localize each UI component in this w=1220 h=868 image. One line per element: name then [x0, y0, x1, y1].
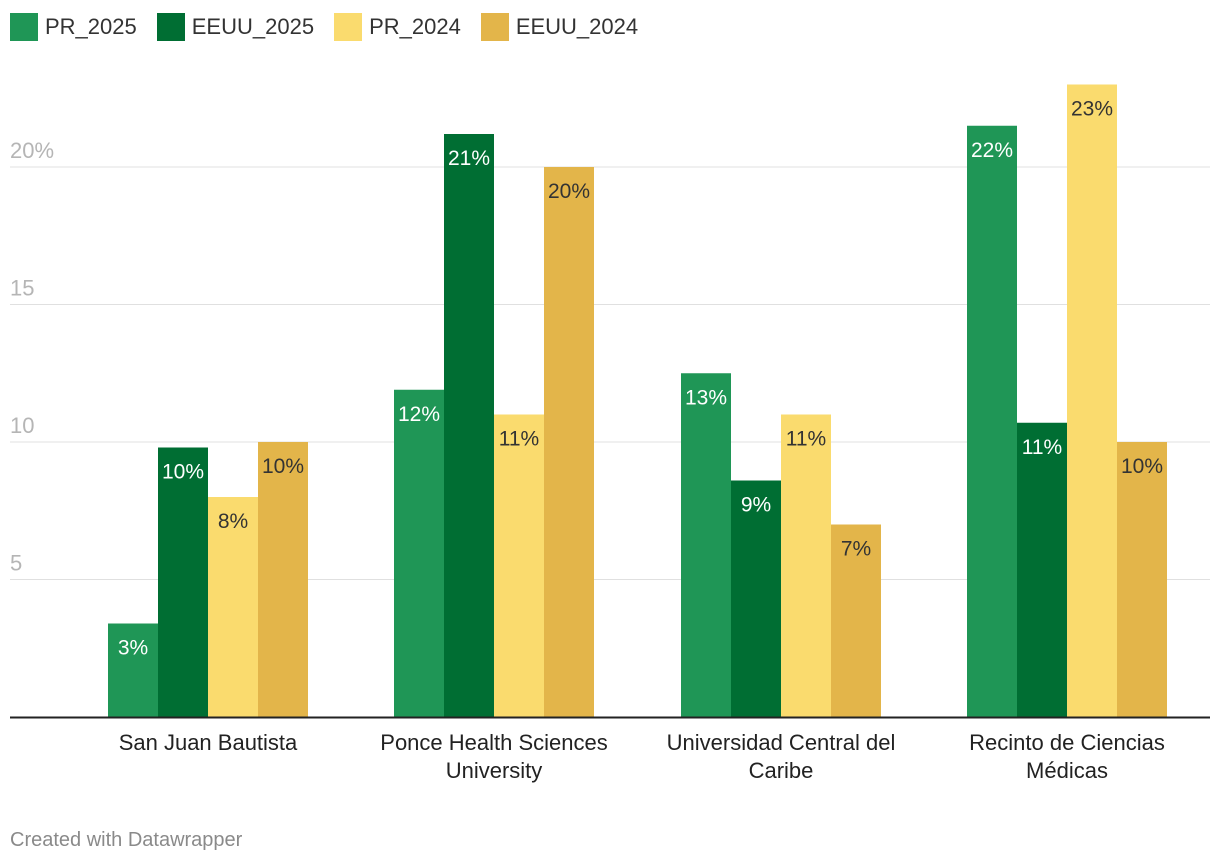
bar-pr-2025 [967, 125, 1017, 717]
bar-value-label: 11% [786, 428, 826, 451]
bar-value-label: 11% [499, 428, 539, 451]
x-category-label: Ponce Health Sciences University [380, 730, 607, 783]
bar-value-label: 13% [685, 386, 727, 409]
legend-label: EEUU_2025 [191, 14, 315, 39]
x-category-label-line: Ponce Health Sciences [380, 730, 607, 755]
x-category-label-line: Médicas [1026, 758, 1108, 783]
bar-pr-2024 [208, 497, 258, 717]
legend-swatch [156, 13, 185, 41]
bar-value-label: 20% [548, 180, 590, 203]
legend-label: EEUU_2024 [515, 14, 639, 39]
legend-label: PR_2025 [45, 14, 137, 39]
bar-value-label: 7% [841, 538, 871, 561]
bar-value-label: 3% [118, 637, 148, 660]
x-category-label-line: Caribe [749, 758, 814, 783]
y-tick-label: 15 [10, 276, 34, 301]
x-category-label: San Juan Bautista [119, 730, 298, 755]
bar-eeuu-2024 [1117, 442, 1167, 717]
bar-value-label: 12% [398, 403, 440, 426]
bars [108, 84, 1167, 717]
footer-credit: Created with Datawrapper [10, 829, 243, 851]
legend-item-eeuu-2024: EEUU_2024 [480, 13, 639, 41]
x-axis: San Juan Bautista Ponce Health Sciences Un… [10, 716, 1210, 783]
x-category-label: Universidad Central del Caribe [667, 730, 896, 783]
bar-eeuu-2025 [731, 480, 781, 717]
bar-value-label: 21% [448, 147, 490, 170]
legend-swatch [480, 13, 509, 41]
data-labels: 3% 10% 8% 10% 12% 21% 11% 20% 13% 9% 11% 7% 22% 11% 23… [118, 98, 1163, 660]
bar-pr-2024 [494, 414, 544, 717]
bar-pr-2025 [108, 623, 158, 717]
legend-swatch [10, 13, 38, 41]
legend-label: PR_2024 [369, 14, 461, 39]
legend-item-eeuu-2025: EEUU_2025 [156, 13, 315, 41]
bar-eeuu-2024 [544, 167, 594, 717]
x-category-label: Recinto de Ciencias Médicas [969, 730, 1165, 783]
x-category-label-line: Recinto de Ciencias [969, 730, 1165, 755]
bar-value-label: 9% [741, 494, 771, 517]
x-category-label-line: San Juan Bautista [119, 730, 298, 755]
x-category-label-line: Universidad Central del [667, 730, 896, 755]
bar-pr-2025 [681, 373, 731, 717]
bar-eeuu-2025 [158, 447, 208, 717]
bar-eeuu-2024 [258, 442, 308, 717]
bar-eeuu-2025 [1017, 422, 1067, 717]
bar-pr-2024 [1067, 84, 1117, 717]
y-tick-label: 5 [10, 551, 22, 576]
x-category-label-line: University [446, 758, 543, 783]
legend-item-pr-2025: PR_2025 [10, 13, 137, 41]
bar-value-label: 10% [1121, 455, 1163, 478]
legend: PR_2025 EEUU_2025 PR_2024 EEUU_2024 [10, 10, 638, 44]
bar-pr-2025 [394, 389, 444, 717]
bar-eeuu-2025 [444, 134, 494, 717]
y-tick-label: 20% [10, 138, 54, 163]
bar-value-label: 10% [162, 461, 204, 484]
bar-eeuu-2024 [831, 524, 881, 717]
bar-pr-2024 [781, 414, 831, 717]
legend-swatch [334, 13, 363, 41]
bar-value-label: 11% [1022, 436, 1062, 459]
bar-value-label: 10% [262, 455, 304, 478]
bar-value-label: 8% [218, 510, 248, 533]
legend-item-pr-2024: PR_2024 [334, 13, 461, 41]
bar-value-label: 23% [1071, 98, 1113, 121]
y-tick-label: 10 [10, 413, 34, 438]
bar-value-label: 22% [971, 139, 1013, 162]
